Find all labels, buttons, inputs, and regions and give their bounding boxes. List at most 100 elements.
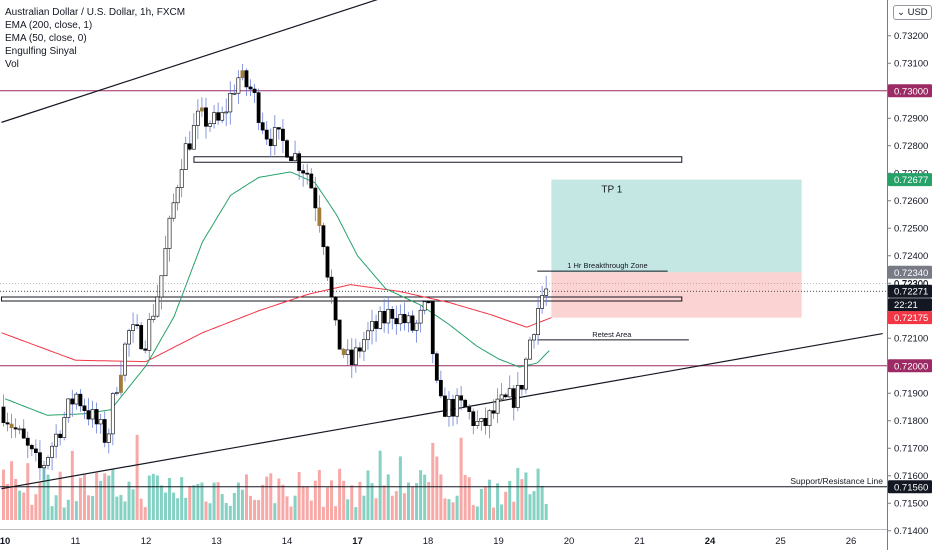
volume-bar [338,468,342,520]
volume-bar [451,502,455,520]
candle-body [163,248,168,277]
volume-bar [524,472,528,520]
candle-body [33,448,38,453]
chart-legend: Australian Dollar / U.S. Dollar, 1h, FXC… [5,6,185,71]
time-tick-label: 12 [141,536,152,547]
volume-bar [500,504,504,520]
time-tick-label: 21 [634,536,645,547]
candle-body [362,339,366,352]
candle-body [528,339,532,360]
volume-bar [540,485,544,520]
volume-bar [18,490,22,520]
candle-body [398,314,403,325]
indicator-ema50[interactable]: EMA (50, close, 0) [5,33,87,44]
candle-body [240,70,245,79]
volume-bar [74,501,78,520]
candle-body [507,388,512,398]
candle-body [317,207,322,226]
volume-bar [10,461,14,520]
target-zone [551,179,802,273]
volume-bar [378,450,382,520]
candle-body [422,301,427,311]
candle-body [499,394,504,400]
volume-bar [265,476,269,520]
candle-body [66,398,71,418]
price-label: 0.72271 [894,287,928,298]
candle-body [167,217,172,249]
volume-bar [188,485,192,520]
candle-body [46,457,50,466]
time-tick-label: 14 [282,536,293,547]
candle-body [463,399,468,408]
time-tick-label: 20 [564,536,575,547]
candle-body [204,107,208,127]
price-tick-label: 0.71800 [894,416,928,427]
candle-body [159,275,164,298]
candle-body [50,445,54,458]
candle-body [430,301,435,355]
time-tick-label: 17 [352,536,363,547]
candle-body [370,321,374,332]
volume-bar [544,503,548,520]
volume-bar [184,497,188,520]
indicator-engulfing[interactable]: Engulfing Sinyal [5,46,77,57]
volume-bar [532,491,536,520]
volume-bar [447,499,451,520]
candle-body [54,433,59,447]
candle-body [98,419,103,425]
volume-bar [374,498,378,520]
candle-body [135,324,140,326]
indicator-volume[interactable]: Vol [5,59,19,70]
candle-body [62,417,67,438]
volume-bar [289,506,293,520]
volume-bar [297,472,301,520]
candle-body [110,393,115,435]
candle-body [382,311,387,324]
volume-bar [390,495,394,520]
indicator-ema200[interactable]: EMA (200, close, 1) [5,20,93,31]
volume-bar [236,482,240,520]
volume-bar [386,474,390,520]
time-tick-label: 10 [0,536,10,547]
volume-bar [273,503,277,520]
volume-bar [427,482,431,520]
volume-bar [439,474,443,520]
candle-body [244,70,249,88]
candle-body [195,110,200,126]
candle-body [5,422,10,425]
trendline [1,332,883,490]
volume-bar [168,477,172,520]
candle-body [386,308,391,324]
candle-body [471,411,476,426]
volume-bar [14,478,18,520]
support-resistance-label: Support/Resistance Line [790,476,883,486]
candle-body [151,315,156,320]
volume-bar [467,477,471,520]
volume-bar [26,463,30,520]
volume-bar [224,502,228,520]
volume-bar [277,478,281,520]
candle-body [459,395,464,401]
candle-body [402,314,407,324]
candle-body [536,308,540,336]
candle-body [374,321,378,329]
price-tick-label: 0.72900 [894,113,928,124]
candle-body [236,77,241,94]
price-tick-label: 0.72400 [894,251,928,262]
volume-bar [204,501,208,520]
candle-body [353,347,358,366]
candle-body [357,347,362,352]
candle-body [38,452,42,469]
currency-button[interactable]: ⌄ USD [893,5,932,20]
volume-bar [423,474,427,520]
volume-bar [358,481,362,520]
candle-body [443,395,447,417]
volume-bar [249,495,253,520]
candle-body [252,88,257,93]
time-tick-label: 19 [493,536,504,547]
price-tick-label: 0.72500 [894,223,928,234]
volume-bar [143,507,147,520]
candle-body [447,398,451,417]
volume-bar [285,496,289,520]
